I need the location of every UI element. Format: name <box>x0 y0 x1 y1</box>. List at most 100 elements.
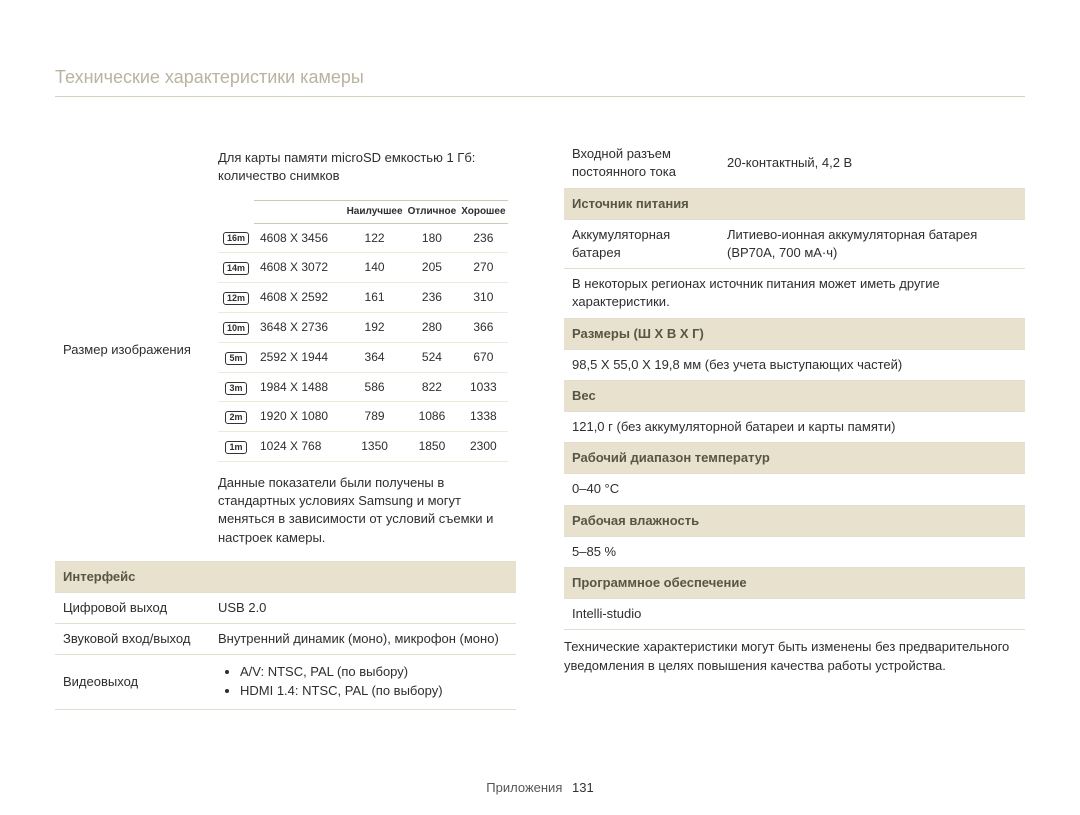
page-title: Технические характеристики камеры <box>55 65 1025 97</box>
resolution-row: 1m 1024 X 768135018502300 <box>218 432 508 462</box>
resolution-row: 5m2592 X 1944364524670 <box>218 342 508 372</box>
left-column: Размер изображения Для карты памяти micr… <box>55 139 516 709</box>
resolution-excellent: 280 <box>405 312 459 342</box>
resolution-best: 122 <box>344 223 405 253</box>
resolution-best: 161 <box>344 283 405 313</box>
resolution-dimension: 1984 X 1488 <box>254 372 344 402</box>
resolution-icon: 1m <box>225 441 247 454</box>
dc-input-label: Входной разъем постоянного тока <box>564 139 719 188</box>
software-section: Программное обеспечение <box>564 568 1025 599</box>
digital-out-value: USB 2.0 <box>210 592 516 623</box>
resolution-good: 366 <box>459 312 508 342</box>
disclaimer: Технические характеристики могут быть из… <box>564 638 1025 674</box>
resolution-good: 1033 <box>459 372 508 402</box>
resolution-best: 789 <box>344 402 405 432</box>
content-columns: Размер изображения Для карты памяти micr… <box>55 139 1025 709</box>
humidity-header: Рабочая влажность <box>564 505 1025 536</box>
resolution-good: 670 <box>459 342 508 372</box>
battery-row: Аккумуляторная батарея Литиево-ионная ак… <box>564 219 1025 268</box>
video-out-label: Видеовыход <box>55 655 210 709</box>
resolution-good: 310 <box>459 283 508 313</box>
temp-header: Рабочий диапазон температур <box>564 443 1025 474</box>
image-size-label: Размер изображения <box>55 139 210 561</box>
resolution-excellent: 822 <box>405 372 459 402</box>
battery-label: Аккумуляторная батарея <box>564 219 719 268</box>
resolution-icon-cell: 14m <box>218 253 254 283</box>
dims-header: Размеры (Ш X В X Г) <box>564 318 1025 349</box>
weight-header: Вес <box>564 380 1025 411</box>
resolution-row: 12m4608 X 2592161236310 <box>218 283 508 313</box>
resolution-dimension: 4608 X 2592 <box>254 283 344 313</box>
dc-input-value: 20-контактный, 4,2 В <box>719 139 1025 188</box>
battery-value: Литиево-ионная аккумуляторная батарея (B… <box>719 219 1025 268</box>
resolution-best: 140 <box>344 253 405 283</box>
digital-out-row: Цифровой выход USB 2.0 <box>55 592 516 623</box>
resolution-best: 1350 <box>344 432 405 462</box>
video-out-item: A/V: NTSC, PAL (по выбору) <box>240 663 508 681</box>
res-header-excellent: Отличное <box>405 200 459 223</box>
resolution-dimension: 1024 X 768 <box>254 432 344 462</box>
left-spec-table: Размер изображения Для карты памяти micr… <box>55 139 516 709</box>
resolution-icon: 2m <box>225 411 247 424</box>
power-note-row: В некоторых регионах источник питания мо… <box>564 269 1025 318</box>
resolution-icon-cell: 5m <box>218 342 254 372</box>
res-header-best: Наилучшее <box>344 200 405 223</box>
audio-io-value: Внутренний динамик (моно), микрофон (мон… <box>210 624 516 655</box>
resolution-icon-cell: 2m <box>218 402 254 432</box>
dims-value-row: 98,5 X 55,0 X 19,8 мм (без учета выступа… <box>564 349 1025 380</box>
resolution-excellent: 524 <box>405 342 459 372</box>
resolution-dimension: 4608 X 3072 <box>254 253 344 283</box>
resolution-excellent: 1850 <box>405 432 459 462</box>
audio-io-row: Звуковой вход/выход Внутренний динамик (… <box>55 624 516 655</box>
resolution-excellent: 236 <box>405 283 459 313</box>
weight-section: Вес <box>564 380 1025 411</box>
microsd-note: Для карты памяти microSD емкостью 1 Гб: … <box>218 145 508 193</box>
page: Технические характеристики камеры Размер… <box>0 0 1080 815</box>
resolution-icon-cell: 1m <box>218 432 254 462</box>
video-out-row: Видеовыход A/V: NTSC, PAL (по выбору)HDM… <box>55 655 516 709</box>
audio-io-label: Звуковой вход/выход <box>55 624 210 655</box>
software-value: Intelli-studio <box>564 599 1025 630</box>
video-out-value: A/V: NTSC, PAL (по выбору)HDMI 1.4: NTSC… <box>210 655 516 709</box>
resolution-best: 586 <box>344 372 405 402</box>
resolution-dimension: 4608 X 3456 <box>254 223 344 253</box>
image-size-row: Размер изображения Для карты памяти micr… <box>55 139 516 561</box>
resolution-icon-cell: 10m <box>218 312 254 342</box>
resolution-icon: 10m <box>223 322 249 335</box>
power-section: Источник питания <box>564 188 1025 219</box>
right-spec-table: Входной разъем постоянного тока 20-конта… <box>564 139 1025 630</box>
resolution-icon-cell: 16m <box>218 223 254 253</box>
resolution-row: 16m 4608 X 3456122180236 <box>218 223 508 253</box>
software-header: Программное обеспечение <box>564 568 1025 599</box>
humidity-section: Рабочая влажность <box>564 505 1025 536</box>
resolution-icon: 16m <box>223 232 249 245</box>
page-footer: Приложения 131 <box>0 779 1080 797</box>
humidity-value-row: 5–85 % <box>564 536 1025 567</box>
dims-section: Размеры (Ш X В X Г) <box>564 318 1025 349</box>
weight-value: 121,0 г (без аккумуляторной батареи и ка… <box>564 412 1025 443</box>
right-column: Входной разъем постоянного тока 20-конта… <box>564 139 1025 709</box>
resolution-good: 236 <box>459 223 508 253</box>
digital-out-label: Цифровой выход <box>55 592 210 623</box>
resolution-excellent: 1086 <box>405 402 459 432</box>
humidity-value: 5–85 % <box>564 536 1025 567</box>
power-note: В некоторых регионах источник питания мо… <box>564 269 1025 318</box>
footer-page-number: 131 <box>572 780 594 795</box>
interface-section: Интерфейс <box>55 561 516 592</box>
resolution-good: 1338 <box>459 402 508 432</box>
res-header-blank1 <box>218 200 254 223</box>
resolution-good: 270 <box>459 253 508 283</box>
resolution-good: 2300 <box>459 432 508 462</box>
resolution-excellent: 205 <box>405 253 459 283</box>
weight-value-row: 121,0 г (без аккумуляторной батареи и ка… <box>564 412 1025 443</box>
resolution-dimension: 1920 X 1080 <box>254 402 344 432</box>
video-out-item: HDMI 1.4: NTSC, PAL (по выбору) <box>240 682 508 700</box>
footer-label: Приложения <box>486 780 562 795</box>
software-value-row: Intelli-studio <box>564 599 1025 630</box>
resolution-excellent: 180 <box>405 223 459 253</box>
res-header-good: Хорошее <box>459 200 508 223</box>
resolution-row: 3m1984 X 14885868221033 <box>218 372 508 402</box>
interface-header: Интерфейс <box>55 561 516 592</box>
dims-value: 98,5 X 55,0 X 19,8 мм (без учета выступа… <box>564 349 1025 380</box>
conditions-note: Данные показатели были получены в станда… <box>218 470 508 555</box>
